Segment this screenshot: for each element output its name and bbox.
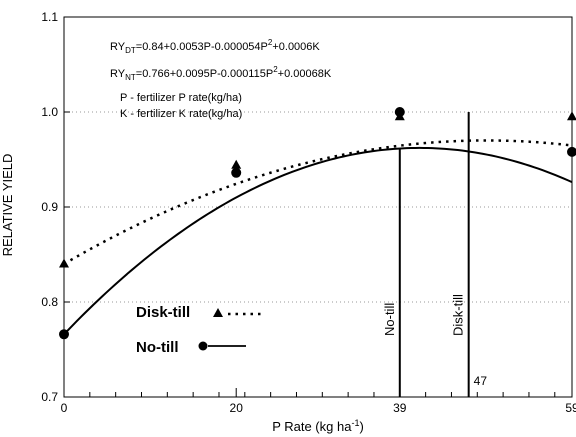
x-tick-label: 0 <box>61 401 68 415</box>
y-tick-label: 0.9 <box>41 200 58 214</box>
y-tick-label: 1.0 <box>41 105 58 119</box>
legend: Disk-till No-till <box>136 304 262 356</box>
y-tick-label: 1.1 <box>41 10 58 24</box>
y-tick-label: 0.8 <box>41 295 58 309</box>
data-point-no-till <box>231 167 242 178</box>
data-point-no-till <box>59 329 69 340</box>
optimum-value-label: 47 <box>474 374 488 388</box>
series-curves <box>63 139 573 335</box>
data-point-no-till <box>394 107 405 117</box>
series-line-disk-till <box>63 139 573 266</box>
definition-k: K - fertilizer K rate(kg/ha) <box>120 108 242 120</box>
data-point-disk-till <box>59 258 69 268</box>
x-tick-label: 20 <box>230 401 244 415</box>
series-line-no-till <box>63 146 573 335</box>
y-axis-label: RELATIVE YIELD <box>0 154 15 257</box>
legend-label-disk-till: Disk-till <box>136 304 190 321</box>
data-point-disk-till <box>231 159 242 169</box>
optimum-label-disk-till: Disk-till <box>451 294 466 336</box>
equation-nt: RYNT=0.766+0.0095P-0.000115P2+0.00068K <box>110 65 332 82</box>
series-markers <box>59 107 576 340</box>
data-point-no-till <box>567 146 576 157</box>
legend-marker-disk-till <box>213 308 223 317</box>
grid-lines <box>64 111 572 303</box>
data-point-disk-till <box>567 111 576 121</box>
equation-dt: RYDT=0.84+0.0053P-0.000054P2+0.0006K <box>110 38 320 55</box>
optimum-label-no-till: No-till <box>382 303 397 336</box>
x-axis-label: P Rate (kg ha-1) <box>272 418 364 434</box>
y-tick-label: 0.7 <box>41 390 58 404</box>
legend-label-no-till: No-till <box>136 339 179 356</box>
x-tick-label: 39 <box>393 401 407 415</box>
optimum-lines <box>398 112 470 397</box>
definition-p: P - fertilizer P rate(kg/ha) <box>120 92 242 104</box>
legend-marker-no-till <box>198 341 208 351</box>
x-tick-label: 59 <box>565 401 576 415</box>
